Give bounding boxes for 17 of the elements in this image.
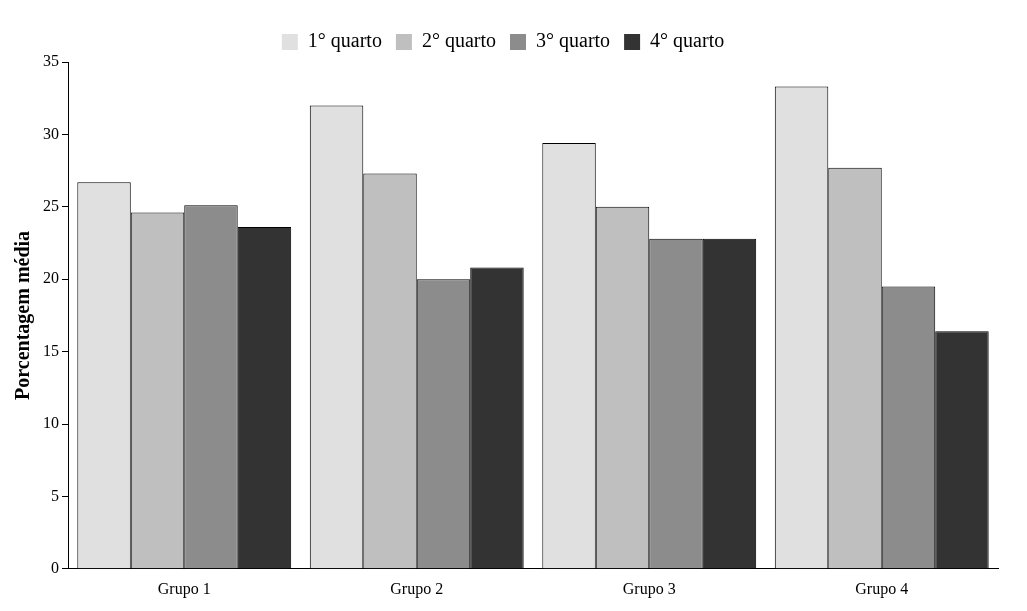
y-tick-label: 10 [43, 414, 59, 432]
legend-label: 4° quarto [650, 29, 725, 53]
y-tick-label: 35 [43, 52, 59, 70]
y-tick-label: 30 [43, 124, 59, 142]
x-tick-label: Grupo 3 [622, 579, 676, 598]
legend-label: 2° quarto [421, 29, 496, 53]
legend-label: 1° quarto [307, 29, 382, 53]
y-tick-label: 20 [43, 269, 59, 287]
y-tick-label: 15 [43, 341, 59, 359]
y-tick-label: 0 [51, 559, 59, 576]
x-tick-label: Grupo 1 [157, 579, 211, 598]
x-tick-label: Grupo 2 [390, 579, 444, 598]
y-tick-label: 5 [51, 486, 59, 504]
y-tick-label: 25 [43, 197, 59, 214]
y-axis-title: Porcentagem média [11, 230, 35, 400]
legend-label: 3° quarto [536, 29, 611, 53]
x-tick-label: Grupo 4 [855, 579, 909, 598]
